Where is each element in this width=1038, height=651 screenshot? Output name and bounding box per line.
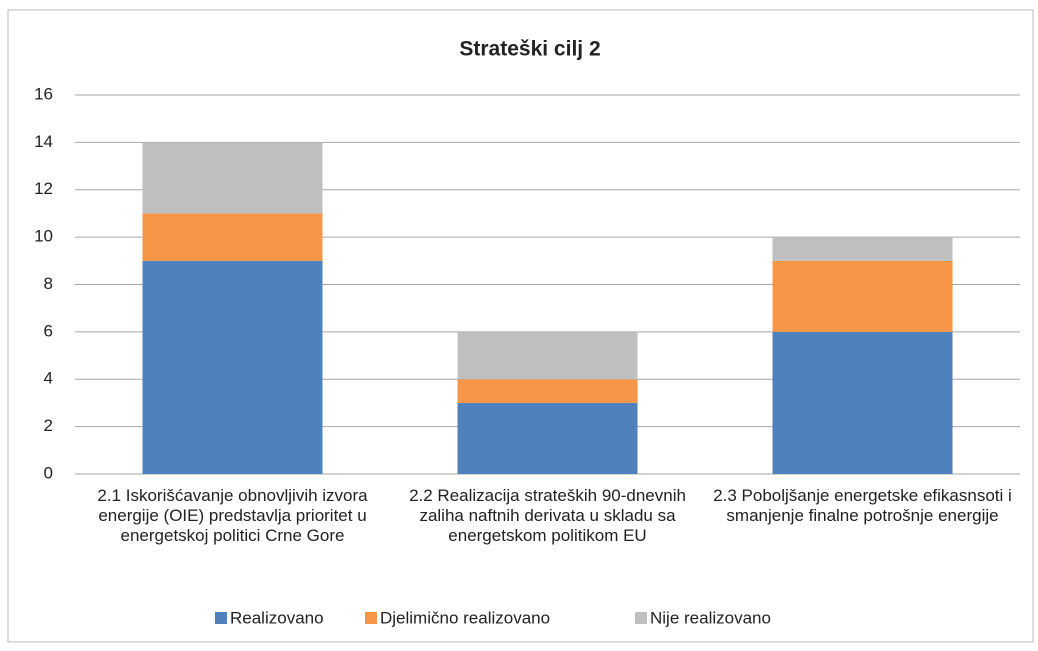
x-tick-label: 2.1 Iskorišćavanje obnovljivih izvora en…	[97, 486, 368, 545]
x-tick-label: 2.2 Realizacija strateških 90-dnevnih za…	[409, 486, 686, 545]
legend-label: Nije realizovano	[650, 608, 771, 627]
legend-swatch	[365, 612, 377, 624]
y-tick-label: 12	[34, 179, 53, 198]
y-tick-label: 8	[44, 274, 53, 293]
bar-segment	[457, 331, 638, 380]
y-tick-label: 2	[44, 416, 53, 435]
legend-swatch	[635, 612, 647, 624]
y-tick-label: 14	[34, 132, 53, 151]
x-tick-label: 2.3 Poboljšanje energetske efikasnsoti i…	[713, 486, 1012, 525]
bar-segment	[457, 379, 638, 403]
bar-segment	[772, 237, 953, 261]
bar-segment	[142, 142, 323, 214]
bar-segment	[772, 260, 953, 332]
x-tick-label-box: 2.3 Poboljšanje energetske efikasnsoti i…	[713, 486, 1012, 525]
y-tick-label: 6	[44, 321, 53, 340]
x-tick-label-box: 2.1 Iskorišćavanje obnovljivih izvora en…	[97, 486, 368, 545]
y-tick-label: 16	[34, 84, 53, 103]
legend-label: Realizovano	[230, 608, 324, 627]
x-tick-label-box: 2.2 Realizacija strateških 90-dnevnih za…	[409, 486, 686, 545]
bar-segment	[457, 402, 638, 474]
bar-segment	[142, 260, 323, 474]
y-tick-label: 10	[34, 227, 53, 246]
legend-label: Djelimično realizovano	[380, 608, 550, 627]
chart-title: Strateški cilj 2	[459, 38, 600, 61]
y-tick-label: 4	[44, 369, 53, 388]
legend-swatch	[215, 612, 227, 624]
y-tick-label: 0	[44, 463, 53, 482]
bar-segment	[772, 331, 953, 474]
bar-segment	[142, 213, 323, 261]
